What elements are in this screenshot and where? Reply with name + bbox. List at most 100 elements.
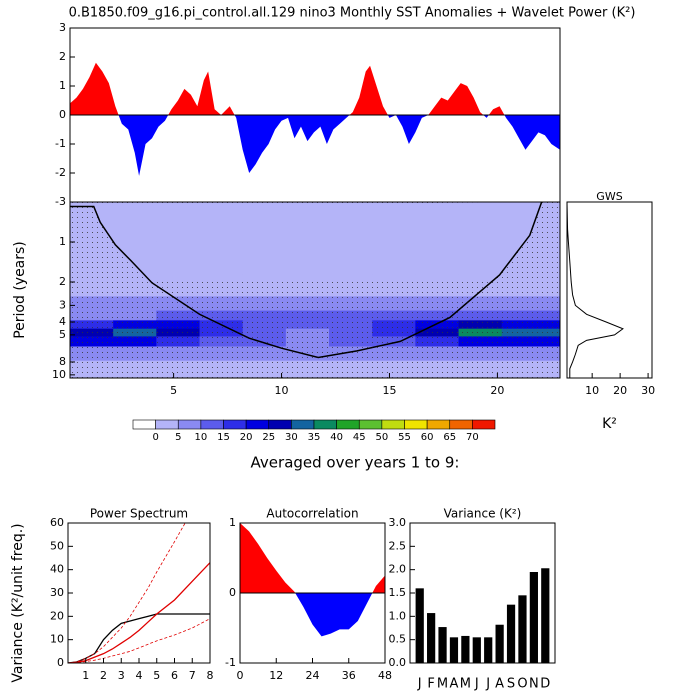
x-tick-label: 48: [378, 669, 392, 682]
bar: [427, 613, 436, 663]
stipple: [70, 202, 560, 378]
x-tick-label: 24: [306, 669, 320, 682]
colorbar-box: [426, 419, 451, 430]
y-tick-label: 1: [229, 516, 236, 529]
bar: [529, 572, 538, 663]
y-tick-label: 10: [50, 633, 64, 646]
x-tick-label: 10: [275, 384, 289, 397]
bar: [472, 637, 481, 663]
x-tick-label: J: [474, 677, 479, 692]
y-tick-label: 3: [59, 21, 66, 34]
x-tick-label: 15: [382, 384, 396, 397]
bar: [449, 637, 459, 663]
x-tick-label: N: [529, 677, 539, 692]
spectrum-line: [567, 202, 624, 378]
colorbar-box: [449, 419, 473, 430]
y-tick-label: 1: [59, 235, 66, 248]
x-tick-label: 1: [82, 669, 89, 682]
plot-frame: [67, 522, 211, 664]
colorbar-label: 45: [353, 432, 366, 443]
bar: [541, 568, 550, 663]
panel-title: Variance (K²): [444, 507, 522, 521]
row-title: Averaged over years 1 to 9:: [251, 454, 460, 472]
colorbar-label: 70: [466, 432, 479, 443]
y-tick-label: 2.0: [389, 563, 407, 576]
x-tick-label: 4: [136, 669, 143, 682]
x-tick-label: 7: [189, 669, 196, 682]
colorbar-box: [155, 419, 179, 430]
bar: [461, 635, 470, 663]
colorbar-label: 10: [195, 432, 208, 443]
x-tick-label: F: [427, 677, 434, 692]
plot-frame: [566, 201, 653, 379]
x-axis-label: K²: [602, 416, 617, 432]
colorbar-box: [245, 419, 270, 430]
bar: [518, 595, 527, 663]
y-tick-label: 50: [50, 539, 64, 552]
series-line: [68, 613, 210, 663]
x-tick-label: 20: [613, 384, 627, 397]
y-axis-label: Period (years): [12, 241, 28, 339]
y-tick-label: 8: [59, 355, 66, 368]
panel-title: Autocorrelation: [266, 507, 358, 521]
series-line: [68, 618, 210, 663]
colorbar-label: 60: [421, 432, 434, 443]
y-tick-label: 1.0: [389, 609, 407, 622]
y-tick-label: 20: [50, 609, 64, 622]
bar: [438, 627, 447, 663]
area-pos: [70, 62, 560, 115]
colorbar-box: [268, 419, 292, 430]
y-tick-label: 0: [57, 656, 64, 669]
y-tick-label: 1.5: [389, 586, 407, 599]
x-tick-label: 36: [342, 669, 356, 682]
y-tick-label: 0.5: [389, 633, 407, 646]
y-axis-label: Variance (K²/unit freq.): [10, 523, 26, 682]
colorbar-label: 40: [330, 432, 343, 443]
colorbar-box: [223, 419, 247, 430]
y-tick-label: 0.0: [389, 656, 407, 669]
colorbar-label: 0: [152, 432, 158, 443]
area-pos: [240, 523, 385, 593]
colorbar-box: [404, 419, 428, 430]
colorbar-box: [177, 419, 202, 430]
colorbar-label: 15: [217, 432, 230, 443]
y-tick-label: 3.0: [389, 516, 407, 529]
x-tick-label: J: [417, 677, 422, 692]
colorbar-label: 55: [398, 432, 411, 443]
x-tick-label: D: [540, 677, 550, 692]
chart-title: 0.B1850.f09_g16.pi_control.all.129 nino3…: [69, 6, 636, 21]
x-tick-label: 6: [171, 669, 178, 682]
series-line: [68, 523, 186, 663]
y-tick-label: 40: [50, 563, 64, 576]
y-tick-label: 5: [59, 328, 66, 341]
x-tick-label: M: [437, 677, 448, 692]
colorbar-box: [358, 419, 383, 430]
y-tick-label: -1: [55, 137, 66, 150]
y-tick-label: 0: [229, 586, 236, 599]
colorbar-label: 35: [308, 432, 321, 443]
series-line: [68, 562, 210, 663]
plot-frame: [69, 201, 561, 379]
y-tick-label: 30: [50, 586, 64, 599]
colorbar-box: [313, 419, 337, 430]
bar: [484, 637, 493, 663]
colorbar-box: [291, 419, 315, 430]
y-tick-label: -2: [55, 166, 66, 179]
y-tick-label: -3: [55, 195, 66, 208]
y-tick-label: 2: [59, 50, 66, 63]
colorbar-label: 20: [240, 432, 253, 443]
colorbar-label: 25: [262, 432, 275, 443]
bar: [506, 604, 516, 663]
area-neg: [240, 593, 385, 637]
x-tick-label: A: [495, 677, 504, 692]
y-tick-label: 4: [59, 315, 66, 328]
colorbar-label: 65: [443, 432, 456, 443]
x-tick-label: 12: [269, 669, 283, 682]
x-tick-label: 20: [490, 384, 504, 397]
y-tick-label: 10: [52, 368, 66, 381]
y-tick-label: 0: [59, 108, 66, 121]
x-tick-label: M: [460, 677, 471, 692]
x-tick-label: A: [450, 677, 459, 692]
colorbar-box: [336, 419, 360, 430]
